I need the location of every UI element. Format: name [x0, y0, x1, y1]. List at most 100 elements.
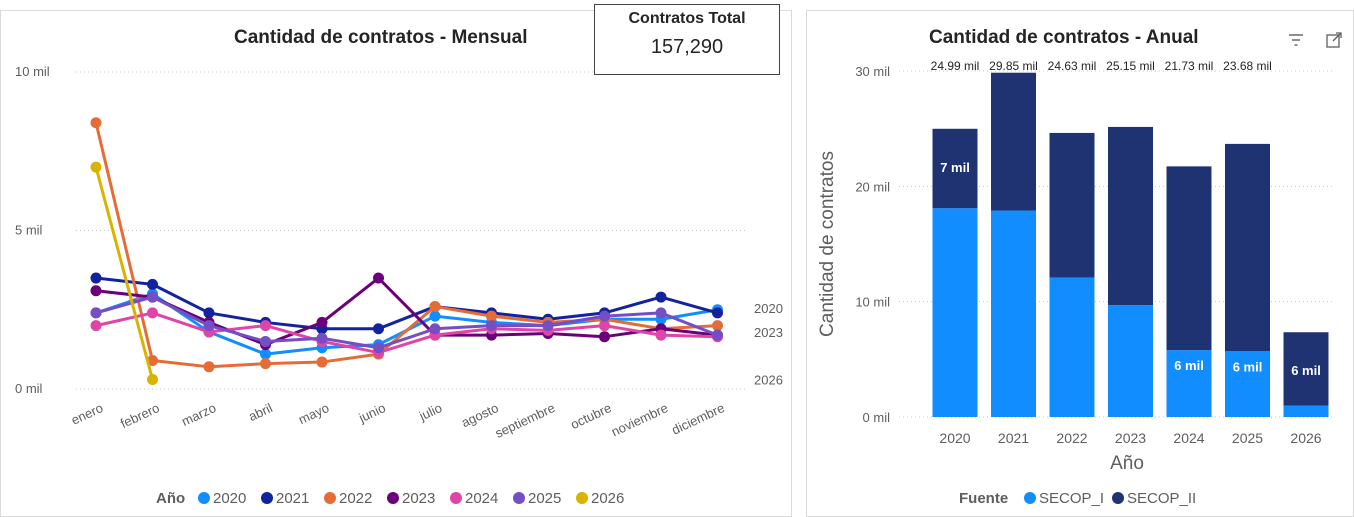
legend-marker-SECOP_I — [1024, 492, 1036, 504]
data-point-2025 — [260, 335, 271, 347]
annual-chart-panel: Cantidad de contratos - Anual 0 mil 10 mi… — [806, 10, 1354, 517]
data-point-2025 — [712, 329, 723, 341]
x-tick-label: junio — [356, 400, 388, 426]
legend-label: 2023 — [402, 490, 435, 507]
data-point-2023 — [90, 285, 102, 297]
data-point-2021 — [712, 307, 723, 319]
x-tick-label: 2025 — [1232, 430, 1263, 446]
data-point-2025 — [373, 342, 384, 354]
x-tick-label: 2020 — [939, 430, 970, 446]
total-data-label: 24.63 mil — [1048, 59, 1097, 73]
segment-data-label: 6 mil — [1174, 358, 1204, 373]
data-point-2026 — [90, 161, 102, 173]
segment-data-label: 7 mil — [940, 160, 970, 175]
legend-label: 2026 — [591, 490, 624, 507]
total-data-label: 21.73 mil — [1165, 59, 1214, 73]
x-tick-label: marzo — [179, 400, 218, 429]
data-point-2022 — [316, 356, 328, 368]
data-point-2021 — [147, 278, 158, 290]
legend-marker-2021 — [261, 492, 273, 504]
total-data-label: 23.68 mil — [1223, 59, 1272, 73]
x-tick-label: mayo — [296, 400, 331, 427]
data-point-2025 — [542, 320, 554, 332]
bar-SECOP_II — [932, 128, 978, 209]
data-point-2024 — [655, 329, 667, 341]
data-point-2025 — [429, 323, 441, 335]
focus-mode-icon[interactable] — [1325, 31, 1343, 49]
legend-marker-2024 — [450, 492, 462, 504]
bar-SECOP_I — [932, 208, 978, 417]
x-tick-label: abril — [246, 400, 275, 424]
series-line-2021 — [95, 276, 718, 331]
series-line-2022 — [94, 122, 718, 369]
end-label: 2023 — [754, 325, 783, 340]
monthly-line-chart[interactable]: 0 mil 5 mil 10 mil enero febrero marzo abril ma… — [1, 11, 791, 516]
data-point-2020 — [260, 348, 271, 360]
bar-SECOP_I — [991, 210, 1036, 417]
x-tick-label: julio — [416, 400, 444, 424]
data-point-2020 — [429, 310, 441, 322]
legend-label: SECOP_I — [1039, 490, 1104, 507]
data-point-2023 — [373, 272, 384, 284]
y-tick-label: 30 mil — [855, 64, 890, 79]
legend-label: SECOP_II — [1127, 490, 1196, 507]
total-data-label: 29.85 mil — [989, 59, 1038, 73]
x-tick-label: 2022 — [1056, 430, 1087, 446]
y-tick-label: 10 mil — [15, 64, 50, 79]
data-point-2024 — [599, 320, 610, 332]
data-point-2025 — [655, 307, 667, 319]
data-point-2024 — [260, 320, 271, 332]
total-data-label: 25.15 mil — [1106, 59, 1155, 73]
data-point-2022 — [90, 117, 102, 129]
legend-marker-2022 — [324, 492, 336, 504]
bar-SECOP_II — [1283, 332, 1329, 406]
data-point-2022 — [147, 354, 158, 366]
data-point-2026 — [147, 373, 158, 385]
bar-SECOP_I — [1108, 305, 1153, 417]
kpi-card-contratos-total[interactable]: Contratos Total 157,290 — [594, 4, 780, 75]
data-point-2025 — [90, 307, 102, 319]
legend-marker-2023 — [387, 492, 399, 504]
x-tick-label: febrero — [118, 400, 162, 431]
y-tick-label: 5 mil — [15, 223, 43, 238]
legend-marker-2026 — [576, 492, 588, 504]
data-point-2022 — [486, 310, 497, 322]
y-axis-title: Cantidad de contratos — [817, 151, 838, 337]
legend-label: 2022 — [339, 490, 372, 507]
y-tick-label: 0 mil — [15, 381, 43, 396]
data-point-2024 — [90, 320, 102, 332]
x-tick-label: noviembre — [609, 400, 670, 439]
data-point-2023 — [316, 316, 328, 328]
bar-SECOP_II — [1225, 143, 1270, 352]
data-point-2025 — [203, 320, 215, 332]
legend-label: 2021 — [276, 490, 309, 507]
filter-icon[interactable] — [1287, 31, 1305, 49]
y-tick-label: 0 mil — [863, 410, 891, 425]
data-point-2022 — [260, 358, 271, 370]
total-data-label: 24.99 mil — [931, 59, 980, 73]
data-point-2023 — [599, 331, 610, 343]
data-point-2021 — [90, 272, 102, 284]
legend-marker-SECOP_II — [1112, 492, 1124, 504]
x-tick-label: 2021 — [998, 430, 1029, 446]
x-tick-label: octubre — [568, 400, 614, 432]
data-point-2021 — [203, 307, 215, 319]
data-point-2022 — [203, 361, 215, 373]
bar-SECOP_I — [1283, 405, 1329, 417]
bar-SECOP_II — [991, 72, 1036, 211]
x-tick-label: 2026 — [1290, 430, 1321, 446]
bar-SECOP_I — [1049, 277, 1095, 417]
x-tick-label: 2023 — [1115, 430, 1146, 446]
x-tick-label: septiembre — [493, 400, 558, 441]
legend-label: 2025 — [528, 490, 561, 507]
data-point-2022 — [712, 320, 723, 332]
legend-marker-2025 — [513, 492, 525, 504]
kpi-label: Contratos Total — [628, 10, 746, 27]
x-axis-title: Año — [1110, 453, 1144, 474]
data-point-2024 — [147, 307, 158, 319]
end-label: 2026 — [754, 372, 783, 387]
legend-label: 2024 — [465, 490, 498, 507]
legend-label: 2020 — [213, 490, 246, 507]
series-line-2025 — [95, 295, 719, 350]
